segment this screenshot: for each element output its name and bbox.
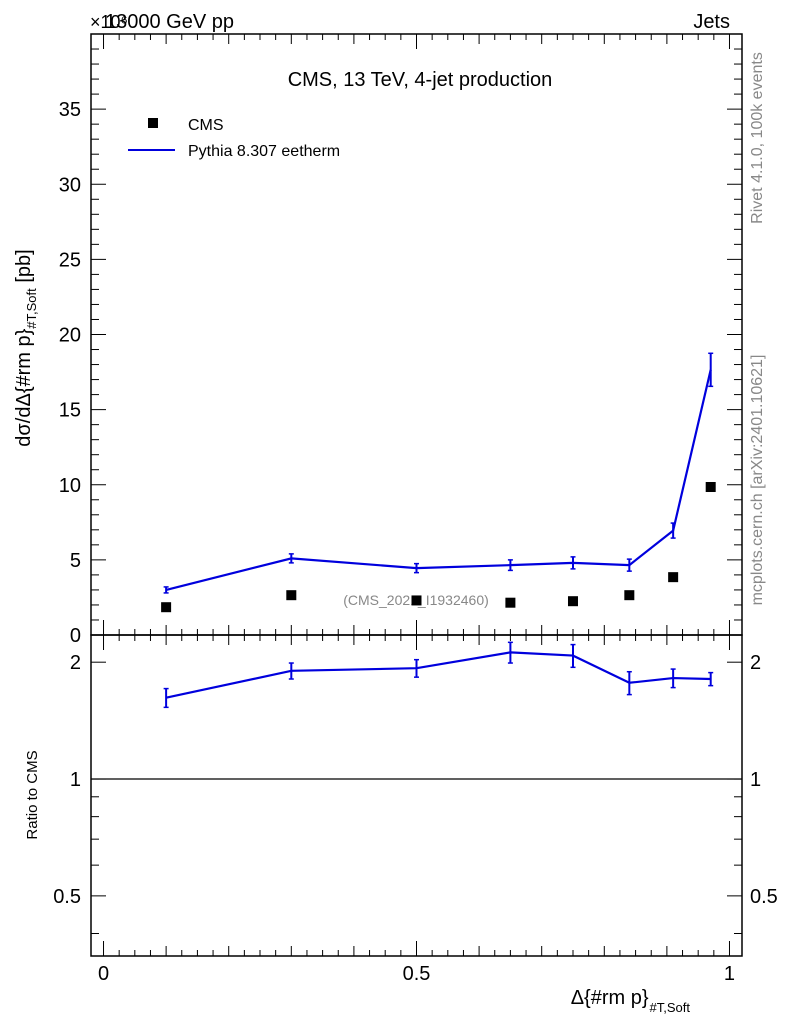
cms-data-point (411, 595, 422, 606)
process-label: Jets (693, 11, 730, 33)
energy-label: 13000 GeV pp (105, 11, 234, 33)
main-y-tick-label: 35 (59, 99, 81, 121)
legend-cms-label: CMS (188, 117, 224, 134)
cms-data-point (505, 597, 516, 608)
ratio-y-tick-label: 0.5 (53, 886, 81, 908)
cms-data-point (567, 596, 578, 607)
rivet-label: Rivet 4.1.0, 100k events (749, 52, 766, 224)
ratio-y-tick-label-right: 0.5 (750, 886, 778, 908)
main-y-label-unit: [pb] (13, 249, 35, 282)
svg-text:dσ/dΔ{#rm p}#T,Soft [pb]: dσ/dΔ{#rm p}#T,Soft [pb] (13, 249, 39, 446)
x-tick-label: 0 (98, 963, 109, 985)
ratio-series (91, 641, 742, 780)
main-y-label-sub: #T,Soft (24, 288, 39, 329)
cms-data-point (705, 482, 716, 493)
cms-data-point (286, 590, 297, 601)
main-y-tick-label: 15 (59, 400, 81, 422)
legend-pythia-label: Pythia 8.307 eetherm (188, 143, 340, 160)
ratio-y-tick-label: 1 (70, 769, 81, 791)
legend: CMS Pythia 8.307 eetherm (128, 117, 340, 160)
ratio-pythia-line (165, 651, 711, 699)
ratio-y-axis-label: Ratio to CMS (24, 750, 41, 839)
main-series (161, 352, 716, 613)
main-title: CMS, 13 TeV, 4-jet production (288, 69, 553, 91)
main-y-label-text: dσ/dΔ{#rm p} (13, 328, 35, 446)
ratio-y-tick-label-right: 2 (750, 652, 761, 674)
ratio-panel: 0.5 0.5 1 1 2 2 0 0.5 1 Ratio to CMS Δ{#rm p}#T,… (24, 634, 778, 1015)
x-axis-label-sub: #T,Soft (650, 1000, 691, 1015)
legend-cms-marker (148, 118, 158, 128)
main-y-tick-label: 0 (70, 625, 81, 647)
ratio-y-tick-label: 2 (70, 652, 81, 674)
x-axis-label: Δ{#rm p}#T,Soft (571, 987, 691, 1015)
main-y-tick-label: 30 (59, 174, 81, 196)
cms-data-point (668, 572, 679, 583)
main-y-axis-label: dσ/dΔ{#rm p}#T,Soft [pb] (13, 249, 39, 446)
main-y-tick-label: 20 (59, 325, 81, 347)
exponent-label: ×10⁶ (90, 12, 128, 32)
pythia-line (165, 369, 712, 591)
x-tick-label: 1 (724, 963, 735, 985)
cms-data-point (161, 602, 172, 613)
main-axis-ticks: 0 5 10 15 20 25 30 35 (59, 34, 742, 647)
cms-data-point (624, 590, 635, 601)
x-tick-label: 0.5 (403, 963, 431, 985)
x-axis-label-text: Δ{#rm p} (571, 987, 649, 1009)
mcplots-label: mcplots.cern.ch [arXiv:2401.10621] (749, 355, 766, 606)
ratio-axis-ticks: 0.5 0.5 1 1 2 2 0 0.5 1 (53, 635, 778, 985)
main-y-tick-label: 5 (70, 550, 81, 572)
ratio-y-tick-label-right: 1 (750, 769, 761, 791)
main-y-tick-label: 25 (59, 249, 81, 271)
ratio-frame (90, 634, 743, 957)
main-y-tick-label: 10 (59, 475, 81, 497)
